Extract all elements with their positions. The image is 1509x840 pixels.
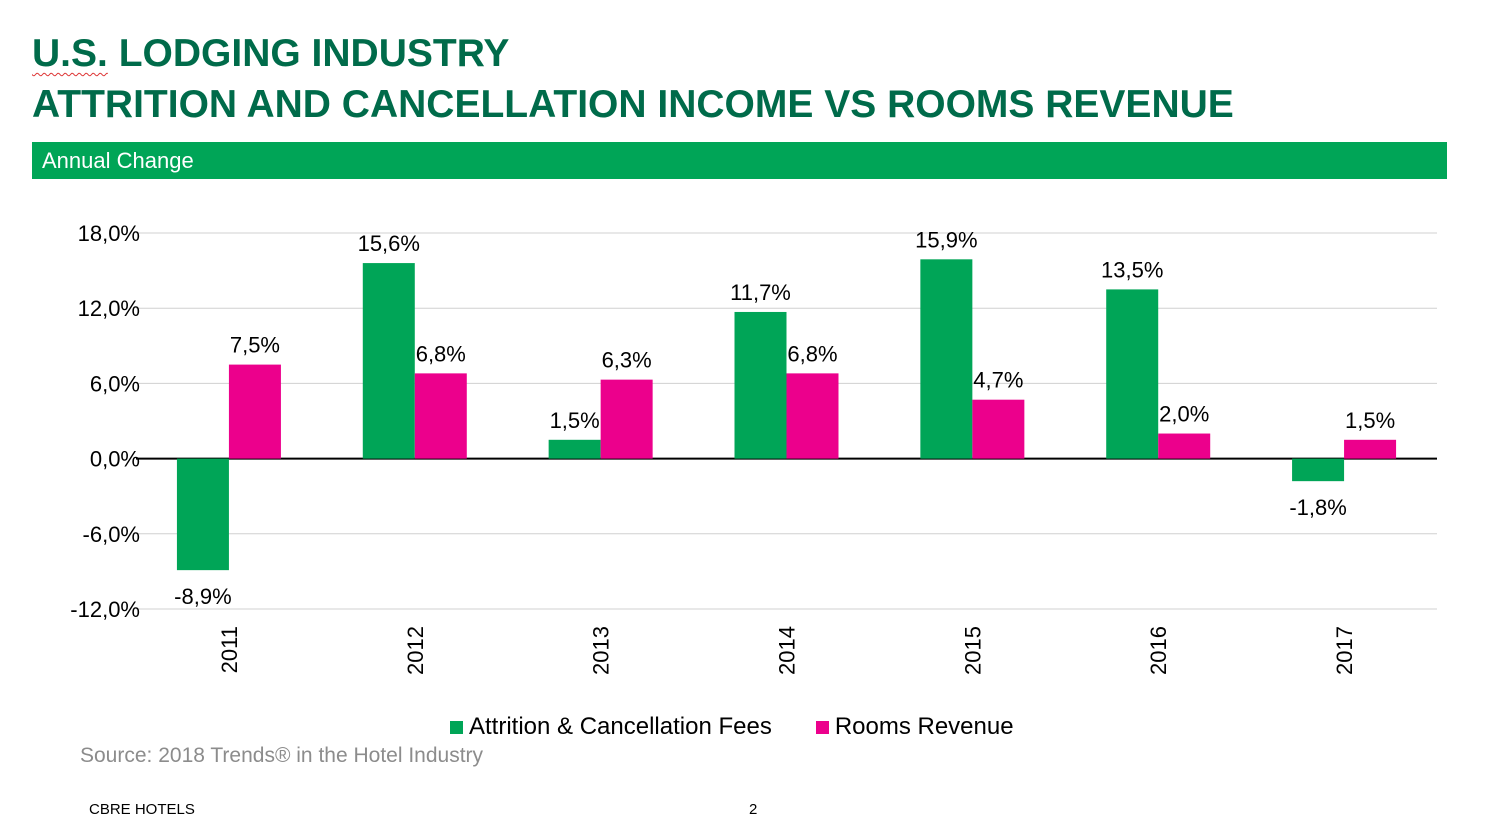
x-tick-label: 2014 (775, 626, 800, 675)
y-tick-label: -12,0% (70, 597, 140, 622)
title-rest: LODGING INDUSTRY (107, 32, 510, 75)
x-tick-label: 2015 (960, 626, 985, 675)
data-label: 4,7% (973, 368, 1023, 393)
x-tick-label: 2013 (589, 626, 614, 675)
data-label: 6,8% (787, 341, 837, 366)
data-label: 1,5% (1345, 408, 1395, 433)
y-tick-label: 0,0% (90, 447, 140, 472)
bar-rooms (1158, 433, 1211, 459)
legend-swatch-attrition (450, 720, 463, 734)
data-label: -1,8% (1289, 495, 1346, 520)
bar-attrition (1292, 458, 1345, 482)
y-tick-label: -6,0% (83, 522, 140, 547)
bar-attrition (362, 263, 415, 459)
legend: Attrition & Cancellation Fees Rooms Reve… (450, 713, 1014, 741)
title-line-1: U.S. LODGING INDUSTRY (32, 32, 509, 76)
data-label: 6,3% (602, 348, 652, 373)
data-label: 1,5% (550, 408, 600, 433)
data-label: 2,0% (1159, 402, 1209, 427)
data-label: 13,5% (1101, 257, 1163, 282)
legend-item-attrition: Attrition & Cancellation Fees (450, 713, 772, 741)
data-label: 15,6% (358, 231, 420, 256)
bar-rooms (786, 373, 839, 459)
data-label: -8,9% (174, 584, 231, 609)
legend-item-rooms: Rooms Revenue (815, 713, 1014, 741)
bar-rooms (600, 379, 653, 459)
bar-attrition (1106, 289, 1159, 459)
title-line-2: ATTRITION AND CANCELLATION INCOME VS ROO… (32, 83, 1234, 126)
page-number: 2 (749, 801, 758, 818)
data-label: 15,9% (915, 227, 977, 252)
data-label: 7,5% (230, 333, 280, 358)
x-tick-label: 2011 (217, 626, 242, 673)
bar-attrition (176, 458, 229, 571)
bar-attrition (734, 311, 787, 459)
y-tick-label: 18,0% (78, 221, 140, 246)
title-us: U.S. (32, 32, 108, 75)
bar-chart: 18,0% 12,0% 6,0% 0,0% -6,0% -12,0% -8,9% 7,5% 20… (70, 221, 1437, 675)
bar-rooms (414, 373, 467, 459)
x-tick-label: 2012 (403, 626, 428, 675)
subtitle-text: Annual Change (42, 148, 194, 173)
y-tick-label: 12,0% (78, 296, 140, 321)
bar-attrition (920, 259, 973, 459)
x-tick-label: 2017 (1332, 626, 1357, 675)
bar-rooms (972, 399, 1025, 459)
source-note: Source: 2018 Trends® in the Hotel Indust… (80, 744, 484, 767)
subtitle-band: Annual Change (32, 142, 1447, 179)
bar-rooms (1344, 439, 1397, 459)
bar-rooms (228, 364, 281, 459)
y-tick-label: 6,0% (90, 371, 140, 396)
bar-attrition (548, 439, 601, 459)
legend-label-rooms: Rooms Revenue (834, 713, 1014, 740)
legend-label-attrition: Attrition & Cancellation Fees (469, 713, 772, 740)
footer-brand: CBRE HOTELS (89, 801, 195, 818)
data-label: 6,8% (416, 341, 466, 366)
legend-swatch-rooms (815, 720, 829, 734)
data-label: 11,7% (730, 280, 791, 305)
x-tick-label: 2016 (1146, 626, 1171, 675)
